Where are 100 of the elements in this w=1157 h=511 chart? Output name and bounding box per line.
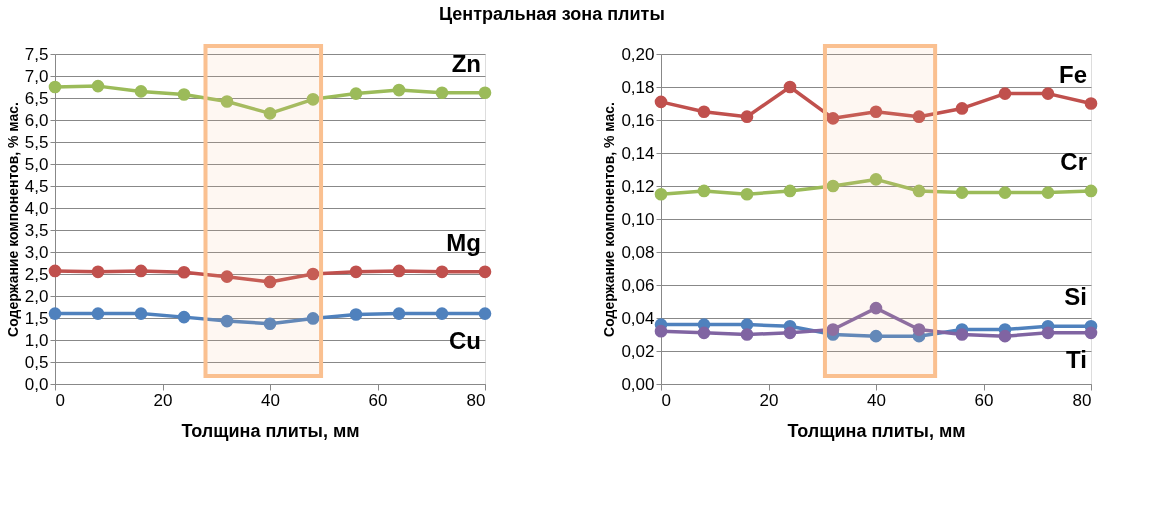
point	[912, 110, 926, 124]
point	[654, 324, 668, 338]
series-label: Cr	[1060, 147, 1087, 175]
series-label: Ti	[1066, 345, 1087, 373]
y-tick-label: 0,00	[621, 374, 655, 394]
series-label: Zn	[451, 49, 481, 77]
y-tick-label: 6,5	[24, 88, 49, 108]
y-tick-label: 0,14	[621, 143, 655, 163]
point	[48, 307, 62, 320]
point	[48, 80, 62, 94]
point	[826, 323, 840, 336]
point	[955, 102, 969, 115]
series-label: Cu	[449, 326, 481, 354]
point	[826, 179, 840, 193]
series-label: Mg	[446, 228, 481, 256]
y-tick-label: 0,04	[621, 308, 655, 328]
point	[91, 307, 105, 320]
point	[783, 326, 797, 340]
point	[478, 265, 492, 279]
point	[1084, 97, 1098, 110]
point	[998, 329, 1012, 343]
x-tick-label: 60	[974, 390, 994, 410]
y-tick-label: 0,0	[24, 374, 49, 394]
y-tick-label: 1,0	[24, 330, 49, 350]
point	[435, 265, 449, 279]
point	[1084, 184, 1098, 198]
point	[349, 265, 363, 279]
point	[91, 79, 105, 93]
point	[306, 93, 320, 106]
y-tick-label: 7,0	[24, 66, 49, 86]
point	[740, 187, 754, 201]
x-tick-label: 80	[466, 390, 486, 410]
point	[220, 95, 234, 108]
point	[91, 265, 105, 279]
y-tick-label: 3,0	[24, 242, 49, 262]
y-tick-label: 4,5	[24, 176, 49, 196]
y-tick-label: 1,5	[24, 308, 49, 328]
point	[740, 110, 754, 124]
point	[697, 105, 711, 119]
text: Центральная зона плиты	[438, 3, 665, 24]
y-tick-label: 3,5	[24, 220, 49, 240]
point	[826, 112, 840, 125]
point	[177, 88, 191, 101]
point	[697, 184, 711, 198]
y-tick-label: 0,16	[621, 110, 655, 130]
point	[1041, 326, 1055, 340]
point	[955, 186, 969, 199]
point	[220, 314, 234, 328]
x-tick-label: 40	[867, 390, 886, 410]
x-tick-label: 0	[55, 390, 65, 410]
point	[697, 326, 711, 340]
point	[263, 107, 277, 120]
point	[349, 308, 363, 321]
x-tick-label: 20	[153, 390, 173, 410]
point	[998, 186, 1012, 199]
x-axis-title: Толщина плиты, мм	[181, 420, 360, 441]
point	[869, 329, 883, 343]
point	[912, 323, 926, 336]
x-tick-label: 20	[759, 390, 779, 410]
point	[869, 301, 883, 315]
point	[392, 83, 406, 97]
point	[263, 275, 277, 289]
y-tick-label: 2,5	[24, 264, 49, 284]
point	[1041, 186, 1055, 199]
point	[869, 105, 883, 119]
point	[48, 264, 62, 278]
point	[435, 86, 449, 100]
point	[134, 264, 148, 278]
point	[220, 270, 234, 283]
y-tick-label: 6,0	[24, 110, 49, 130]
point	[306, 312, 320, 325]
point	[392, 307, 406, 320]
point	[869, 173, 883, 186]
point	[654, 187, 668, 201]
point	[998, 87, 1012, 100]
y-tick-label: 0,12	[621, 176, 655, 196]
point	[783, 184, 797, 198]
point	[134, 85, 148, 98]
y-tick-label: 5,0	[24, 154, 49, 174]
point	[134, 307, 148, 320]
point	[349, 87, 363, 100]
y-tick-label: 0,02	[621, 341, 655, 361]
point	[435, 307, 449, 320]
point	[392, 264, 406, 278]
point	[1084, 326, 1098, 340]
y-tick-label: 0,06	[621, 275, 655, 295]
point	[177, 265, 191, 279]
y-tick-label: 4,0	[24, 198, 49, 218]
point	[654, 95, 668, 109]
y-tick-label: 0,5	[24, 352, 49, 372]
point	[955, 328, 969, 341]
point	[1041, 87, 1055, 100]
x-tick-label: 60	[368, 390, 388, 410]
y-tick-label: 0,20	[621, 44, 655, 64]
point	[740, 328, 754, 341]
y-tick-label: 5,5	[24, 132, 49, 152]
point	[478, 307, 492, 320]
x-tick-label: 40	[261, 390, 280, 410]
x-tick-label: 80	[1072, 390, 1092, 410]
y-tick-label: 0,08	[621, 242, 655, 262]
